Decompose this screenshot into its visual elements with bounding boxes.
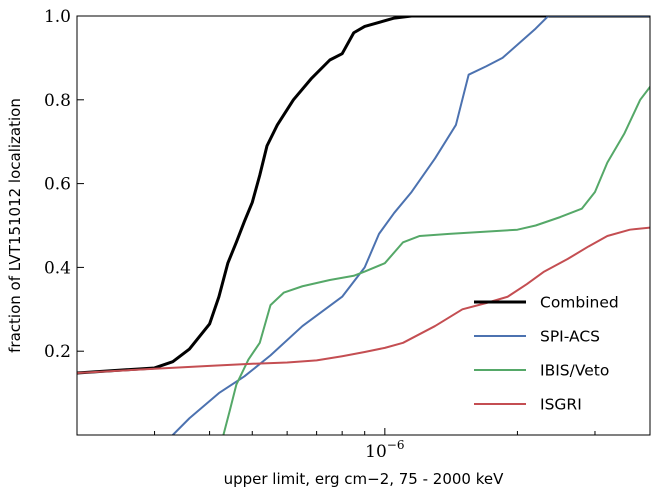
y-tick-label: 0.4 <box>44 258 71 278</box>
y-axis-label: fraction of LVT151012 localization <box>6 98 24 353</box>
series-line-spi-acs <box>171 16 650 435</box>
x-axis-ticks: 10−6 <box>76 428 651 462</box>
legend-label-combined: Combined <box>540 294 619 312</box>
plot-frame <box>76 15 651 436</box>
legend: Combined SPI-ACS IBIS/Veto ISGRI <box>474 294 619 414</box>
x-tick-label: 10−6 <box>365 438 404 462</box>
y-tick-label: 0.8 <box>44 91 71 111</box>
series-line-combined <box>77 16 650 375</box>
y-tick-label: 0.6 <box>44 175 71 195</box>
x-axis-label: upper limit, erg cm−2, 75 - 2000 keV <box>224 470 505 488</box>
legend-label-spi-acs: SPI-ACS <box>540 328 600 346</box>
legend-label-isgri: ISGRI <box>540 396 582 414</box>
y-tick-label: 1.0 <box>44 7 71 27</box>
y-axis-ticks: 0.2 0.4 0.6 0.8 1.0 <box>44 7 84 362</box>
y-tick-label: 0.2 <box>44 342 71 362</box>
series-line-isgri <box>77 226 650 374</box>
legend-label-ibis-veto: IBIS/Veto <box>540 362 609 380</box>
series-line-ibis-veto <box>222 85 650 435</box>
series-layer <box>77 16 650 435</box>
